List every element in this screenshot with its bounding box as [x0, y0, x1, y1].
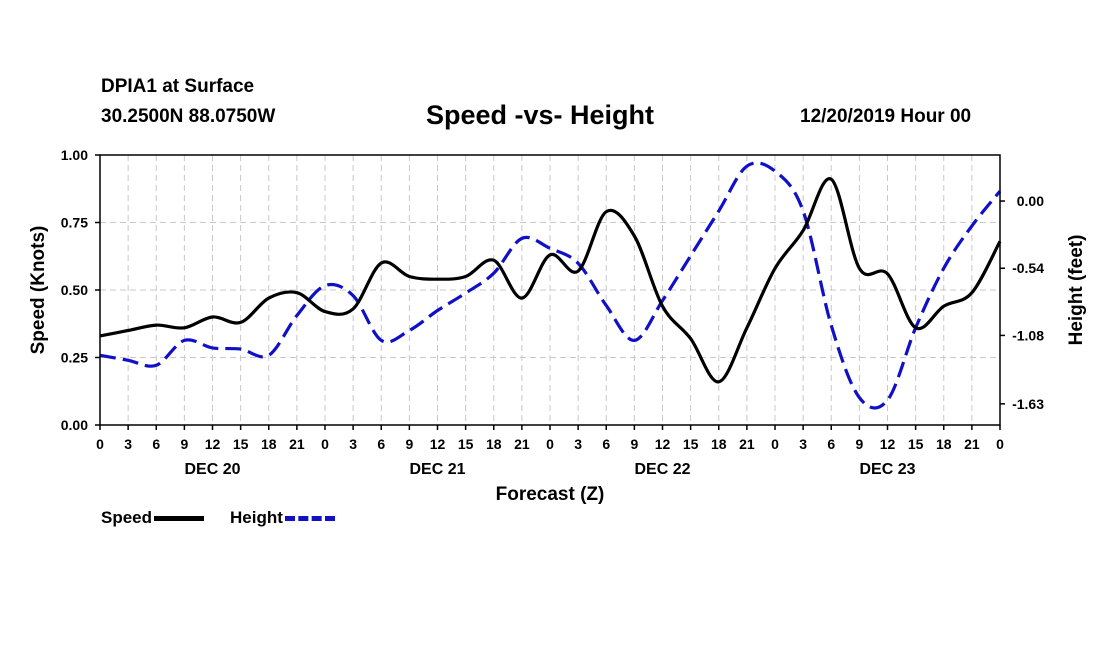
legend-speed: Speed: [101, 508, 205, 528]
x-tick-label: 3: [349, 436, 357, 452]
x-tick-label: 0: [96, 436, 104, 452]
x-tick-label: 6: [827, 436, 835, 452]
x-tick-label: 3: [574, 436, 582, 452]
x-tick-label: 21: [514, 436, 530, 452]
x-tick-label: 9: [630, 436, 638, 452]
x-tick-label: 12: [430, 436, 446, 452]
x-tick-label: 0: [321, 436, 329, 452]
x-tick-label: 6: [152, 436, 160, 452]
y-tick-label: 1.00: [61, 147, 88, 163]
x-tick-label: 3: [799, 436, 807, 452]
y-tick-label: 0.50: [61, 282, 88, 298]
x-tick-label: 18: [261, 436, 277, 452]
x-tick-label: 9: [180, 436, 188, 452]
legend-height-label: Height: [230, 508, 283, 527]
x-tick-label: 9: [405, 436, 413, 452]
x-tick-label: 15: [233, 436, 249, 452]
y-tick-label: 0.00: [61, 417, 88, 433]
day-label: DEC 20: [184, 461, 240, 478]
x-tick-label: 6: [377, 436, 385, 452]
day-label: DEC 23: [859, 461, 915, 478]
y2-tick-label: -1.63: [1012, 396, 1044, 412]
y-axis-label: Speed (Knots): [28, 226, 49, 355]
x-tick-label: 21: [289, 436, 305, 452]
station-title: DPIA1 at Surface: [101, 76, 255, 97]
x-tick-label: 21: [964, 436, 980, 452]
legend-height-swatch: [284, 516, 335, 522]
y2-tick-label: -0.54: [1012, 260, 1044, 276]
x-tick-label: 12: [655, 436, 671, 452]
x-tick-label: 21: [739, 436, 755, 452]
x-tick-label: 0: [996, 436, 1004, 452]
tick-group: 0 3 6 9 12 15 18 21 0 3 6 9 12 15 18 21 0 3 6 9 12 15 18 21 0 3 6 9…: [61, 147, 1044, 478]
day-label: DEC 21: [409, 461, 465, 478]
day-label: DEC 22: [634, 461, 690, 478]
x-tick-label: 18: [711, 436, 727, 452]
legend-speed-swatch: [154, 516, 205, 522]
x-tick-label: 6: [602, 436, 610, 452]
legend-speed-label: Speed: [101, 508, 153, 527]
x-tick-label: 9: [855, 436, 863, 452]
x-tick-label: 12: [880, 436, 896, 452]
x-tick-label: 0: [771, 436, 779, 452]
x-tick-label: 0: [546, 436, 554, 452]
x-tick-label: 12: [205, 436, 221, 452]
x-tick-label: 15: [683, 436, 699, 452]
x-tick-label: 18: [486, 436, 502, 452]
y2-tick-label: -1.08: [1012, 327, 1044, 343]
x-tick-label: 15: [458, 436, 474, 452]
x-tick-label: 18: [936, 436, 952, 452]
run-timestamp: 12/20/2019 Hour 00: [800, 106, 972, 127]
x-tick-label: 3: [124, 436, 132, 452]
y-tick-label: 0.25: [61, 350, 88, 366]
chart-title: Speed -vs- Height: [426, 100, 655, 130]
grid: [100, 155, 1000, 425]
series-line-height: [99, 161, 1002, 410]
y2-axis-label: Height (feet): [1066, 235, 1087, 346]
y2-tick-label: 0.00: [1017, 193, 1044, 209]
series-line-speed: [99, 177, 1002, 384]
x-tick-label: 15: [908, 436, 924, 452]
legend-height: Height: [230, 508, 335, 528]
series-group: [99, 161, 1002, 410]
x-axis-label: Forecast (Z): [496, 484, 605, 505]
station-coordinates: 30.2500N 88.0750W: [101, 106, 276, 127]
y-tick-label: 0.75: [61, 215, 88, 231]
